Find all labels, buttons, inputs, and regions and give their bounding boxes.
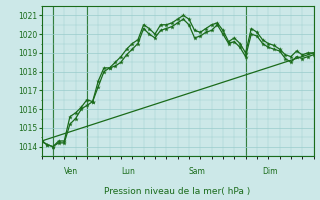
Text: Dim: Dim xyxy=(263,167,278,176)
Text: Ven: Ven xyxy=(64,167,78,176)
Text: Lun: Lun xyxy=(121,167,135,176)
Text: Pression niveau de la mer( hPa ): Pression niveau de la mer( hPa ) xyxy=(104,187,251,196)
Text: Sam: Sam xyxy=(189,167,206,176)
